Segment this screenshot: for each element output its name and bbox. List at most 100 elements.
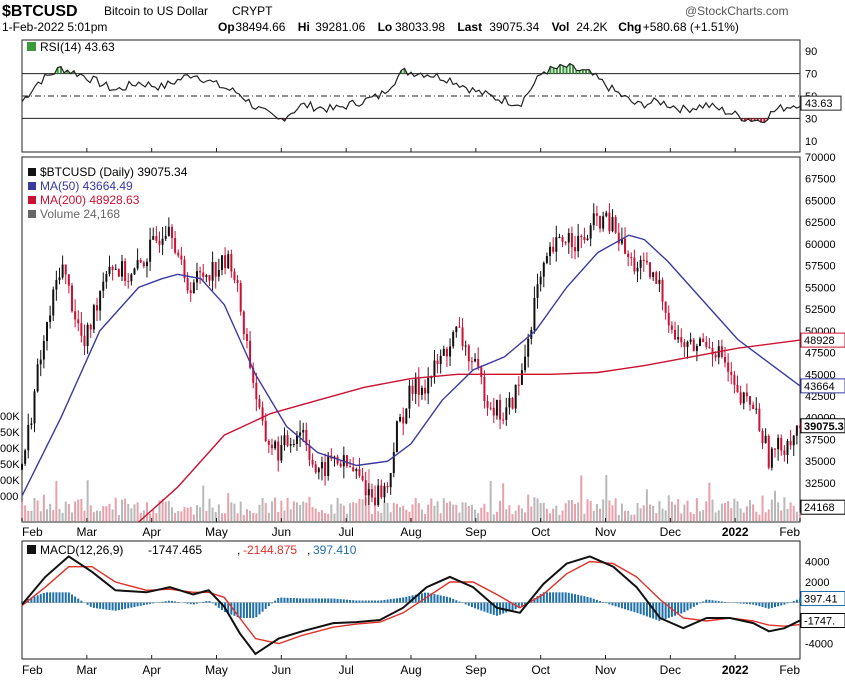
price-candle-body — [580, 235, 583, 237]
price-candle-body — [624, 238, 627, 254]
price-candle-body — [458, 326, 461, 328]
price-candle-body — [430, 377, 433, 379]
price-candle-body — [289, 444, 292, 446]
x-tick-label: May — [205, 525, 228, 539]
price-tick-label: 57500 — [805, 261, 836, 273]
macd-current-box — [800, 590, 845, 606]
x-tick-label: Aug — [400, 525, 421, 539]
price-candle-body — [502, 419, 505, 421]
price-candle-body — [792, 435, 795, 446]
price-candle-body — [420, 387, 423, 395]
price-candle-body — [470, 361, 473, 363]
price-candle-body — [24, 450, 27, 464]
price-candle-body — [417, 378, 420, 395]
price-candle-body — [536, 284, 539, 298]
price-candle-body — [139, 260, 142, 263]
x-tick-label: May — [205, 663, 228, 677]
price-candle-body — [599, 215, 602, 229]
price-candle-body — [724, 356, 727, 363]
price-candle-body — [636, 267, 639, 272]
price-candle-body — [395, 421, 398, 453]
price-candle-body — [233, 271, 236, 281]
rsi-tick-label: 90 — [805, 46, 817, 58]
x-tick-label: Sep — [465, 663, 487, 677]
price-candle-body — [386, 485, 389, 488]
price-candle-body — [758, 408, 761, 431]
price-candle-body — [683, 342, 686, 348]
price-tick-label: 70000 — [805, 152, 836, 164]
price-candle-body — [45, 321, 48, 342]
price-candle-body — [670, 325, 673, 330]
price-candle-body — [586, 238, 589, 240]
price-candle-body — [77, 319, 80, 324]
price-candle-body — [764, 435, 767, 444]
price-candle-body — [389, 473, 392, 488]
price-candle-body — [627, 253, 630, 258]
x-tick-label: Feb — [22, 663, 43, 677]
price-candle-body — [124, 261, 127, 281]
rsi-legend: RSI(14) 43.63 — [40, 40, 115, 54]
macd-current-label: 397.41 — [804, 593, 838, 605]
ohlc-label-1: Hi — [298, 20, 310, 34]
ohlc-value-1: 39281.06 — [315, 20, 365, 34]
price-candle-body — [202, 272, 205, 277]
price-candle-body — [283, 435, 286, 446]
price-candle-body — [208, 275, 211, 281]
price-candle-body — [158, 240, 161, 245]
price-candle-body — [739, 392, 742, 404]
ma200-legend-swatch — [28, 196, 36, 204]
macd-tick-label: -4000 — [805, 639, 833, 651]
price-candle-body — [699, 338, 702, 346]
price-candle-body — [274, 441, 277, 449]
price-candle-body — [561, 236, 564, 242]
price-candle-body — [317, 468, 320, 473]
price-candle-body — [749, 396, 752, 405]
price-candle-body — [524, 356, 527, 371]
price-candle-body — [308, 445, 311, 460]
macd-current-box — [800, 612, 845, 628]
price-tick-label: 52500 — [805, 304, 836, 316]
ohlc-summary: Op 38494.66 Hi 39281.06 Lo 38033.98 Last 39075.… — [218, 20, 739, 34]
price-candle-body — [145, 261, 148, 267]
price-candle-body — [527, 338, 530, 357]
macd-signal-legend-value: -2144.875 — [243, 543, 297, 557]
price-candle-body — [374, 497, 377, 506]
ohlc-label-0: Op — [218, 20, 235, 34]
price-candle-body — [767, 435, 770, 468]
price-candle-body — [477, 358, 480, 368]
price-candle-body — [752, 404, 755, 410]
rsi-current-label: 43.63 — [805, 98, 833, 110]
price-candle-body — [489, 407, 492, 409]
volume-axis-label: 000 — [0, 491, 18, 503]
price-tick-label: 65000 — [805, 195, 836, 207]
price-candle-body — [270, 444, 273, 449]
price-candle-body — [664, 301, 667, 313]
price-candle-body — [227, 254, 230, 269]
price-candle-body — [745, 392, 748, 397]
price-candle-body — [92, 305, 95, 330]
price-candle-body — [427, 377, 430, 394]
x-tick-label: Oct — [531, 525, 550, 539]
x-axis: Feb Feb Mar Mar Apr Apr May May Jun Jun Jul Jul Aug A… — [21, 148, 801, 677]
price-candle-body — [392, 452, 395, 474]
price-candle-body — [52, 289, 55, 316]
ma50-line — [21, 234, 801, 497]
x-tick-label: Mar — [76, 663, 97, 677]
price-candle-body — [770, 448, 773, 468]
price-candle-body — [345, 455, 348, 467]
header-date: 1-Feb-2022 5:01pm — [2, 20, 107, 34]
price-candle-body — [264, 420, 267, 442]
price-candle-body — [105, 274, 108, 282]
price-candle-body — [164, 235, 167, 239]
price-candle-body — [183, 259, 186, 279]
x-tick-label: Apr — [142, 663, 161, 677]
price-candle-body — [245, 334, 248, 341]
price-candle-body — [149, 239, 152, 262]
price-candle-body — [367, 489, 370, 496]
price-candle-body — [292, 443, 295, 445]
price-candle-body — [295, 435, 298, 444]
x-tick-label: Aug — [400, 663, 421, 677]
price-candle-body — [205, 275, 208, 277]
price-candle-body — [33, 391, 36, 424]
price-candle-body — [433, 360, 436, 378]
